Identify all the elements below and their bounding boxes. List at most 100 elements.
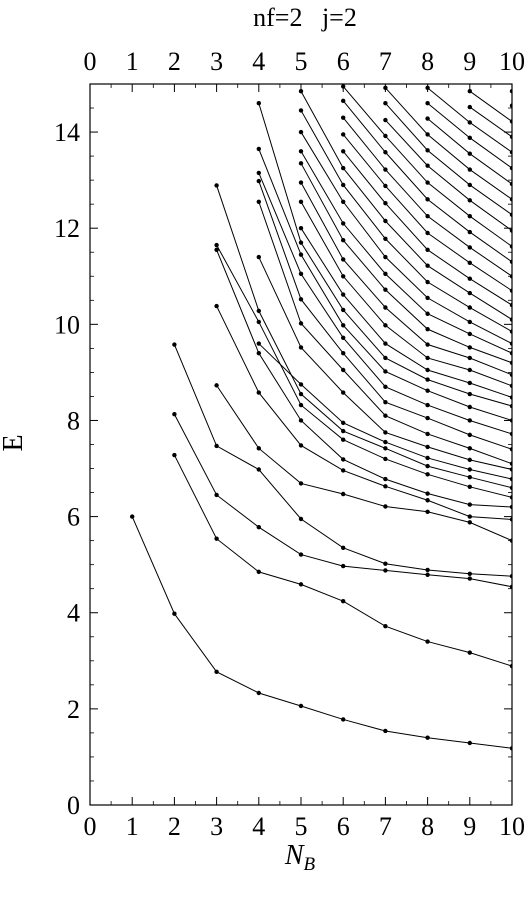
data-point <box>425 415 430 421</box>
data-point <box>298 703 304 709</box>
series-line-21 <box>300 151 512 354</box>
y-tick-label: 14 <box>54 118 80 147</box>
data-point <box>341 165 346 171</box>
data-point <box>425 342 430 347</box>
chart-title: nf=2 j=2 <box>253 3 357 32</box>
data-point <box>383 254 388 260</box>
x-tick-label-bottom: 8 <box>421 812 434 841</box>
data-point <box>425 230 430 236</box>
x-tick-label-top: 6 <box>337 47 350 76</box>
data-point <box>383 561 388 566</box>
data-point <box>256 350 261 356</box>
data-point <box>298 418 304 423</box>
data-point <box>425 326 430 332</box>
data-point <box>467 391 472 397</box>
data-point <box>425 132 430 137</box>
data-point <box>298 240 304 245</box>
x-tick-label-bottom: 1 <box>126 812 139 841</box>
plot-lines <box>131 86 512 749</box>
data-point <box>341 390 346 395</box>
series-line-37 <box>469 90 512 122</box>
data-point <box>214 492 219 498</box>
data-point <box>425 163 430 168</box>
data-point <box>341 717 346 722</box>
series-line-22 <box>300 131 512 345</box>
data-point <box>383 476 388 482</box>
data-point <box>172 611 177 616</box>
data-point <box>172 342 177 347</box>
data-point <box>298 129 304 135</box>
data-point <box>298 108 304 113</box>
data-point <box>425 444 430 450</box>
data-point <box>383 117 388 123</box>
data-point <box>214 443 219 449</box>
data-point <box>425 247 430 253</box>
x-tick-label-top: 0 <box>84 47 97 76</box>
data-point <box>383 323 388 328</box>
axis-ticks <box>89 84 513 806</box>
data-point <box>425 509 430 514</box>
data-point <box>467 484 472 489</box>
y-tick-label: 8 <box>67 406 80 435</box>
data-point <box>341 182 346 188</box>
data-point <box>214 383 219 388</box>
data-point <box>425 377 430 382</box>
data-point <box>256 254 261 260</box>
data-point <box>298 516 304 522</box>
data-point <box>425 498 430 503</box>
y-tick-label: 12 <box>54 214 80 243</box>
data-point <box>341 292 346 297</box>
data-point <box>298 199 304 204</box>
data-point <box>467 502 472 507</box>
data-point <box>256 146 261 152</box>
data-point <box>425 101 430 106</box>
data-point <box>467 418 472 423</box>
data-point <box>467 260 472 266</box>
data-point <box>298 180 304 185</box>
data-point <box>467 740 472 746</box>
series-line-32 <box>385 87 512 200</box>
data-point <box>256 101 261 106</box>
data-point <box>425 735 430 740</box>
x-tick-label-top: 9 <box>463 47 476 76</box>
x-tick-label-bottom: 2 <box>168 812 181 841</box>
data-point <box>214 303 219 309</box>
x-tick-label-bottom: 3 <box>210 812 223 841</box>
data-point <box>383 150 388 155</box>
x-tick-label-top: 10 <box>499 47 525 76</box>
data-point <box>467 650 472 655</box>
data-point <box>383 623 388 629</box>
data-point <box>425 180 430 185</box>
data-point <box>467 571 472 576</box>
data-point <box>298 481 304 486</box>
data-point <box>298 271 304 277</box>
series-line-20 <box>300 163 512 364</box>
y-tick-label: 6 <box>67 503 80 532</box>
data-point <box>172 452 177 458</box>
series-line-7 <box>216 249 512 508</box>
x-tick-label-bottom: 5 <box>295 812 308 841</box>
data-point <box>341 307 346 313</box>
x-tick-label-bottom: 4 <box>252 812 265 841</box>
data-point <box>383 413 388 418</box>
data-point <box>256 569 261 575</box>
data-point <box>383 341 388 346</box>
data-point <box>341 257 346 262</box>
data-point <box>425 279 430 285</box>
series-line-8 <box>216 244 512 498</box>
data-point <box>467 229 472 235</box>
data-point <box>467 120 472 125</box>
data-point <box>298 226 304 231</box>
data-point <box>383 133 388 139</box>
data-point <box>214 669 219 675</box>
data-point <box>383 101 388 106</box>
y-tick-label: 4 <box>67 599 80 628</box>
data-point <box>425 388 430 393</box>
data-point <box>383 728 388 734</box>
data-point <box>425 402 430 408</box>
data-point <box>425 355 430 361</box>
y-tick-label: 0 <box>67 791 80 820</box>
data-point <box>425 311 430 316</box>
